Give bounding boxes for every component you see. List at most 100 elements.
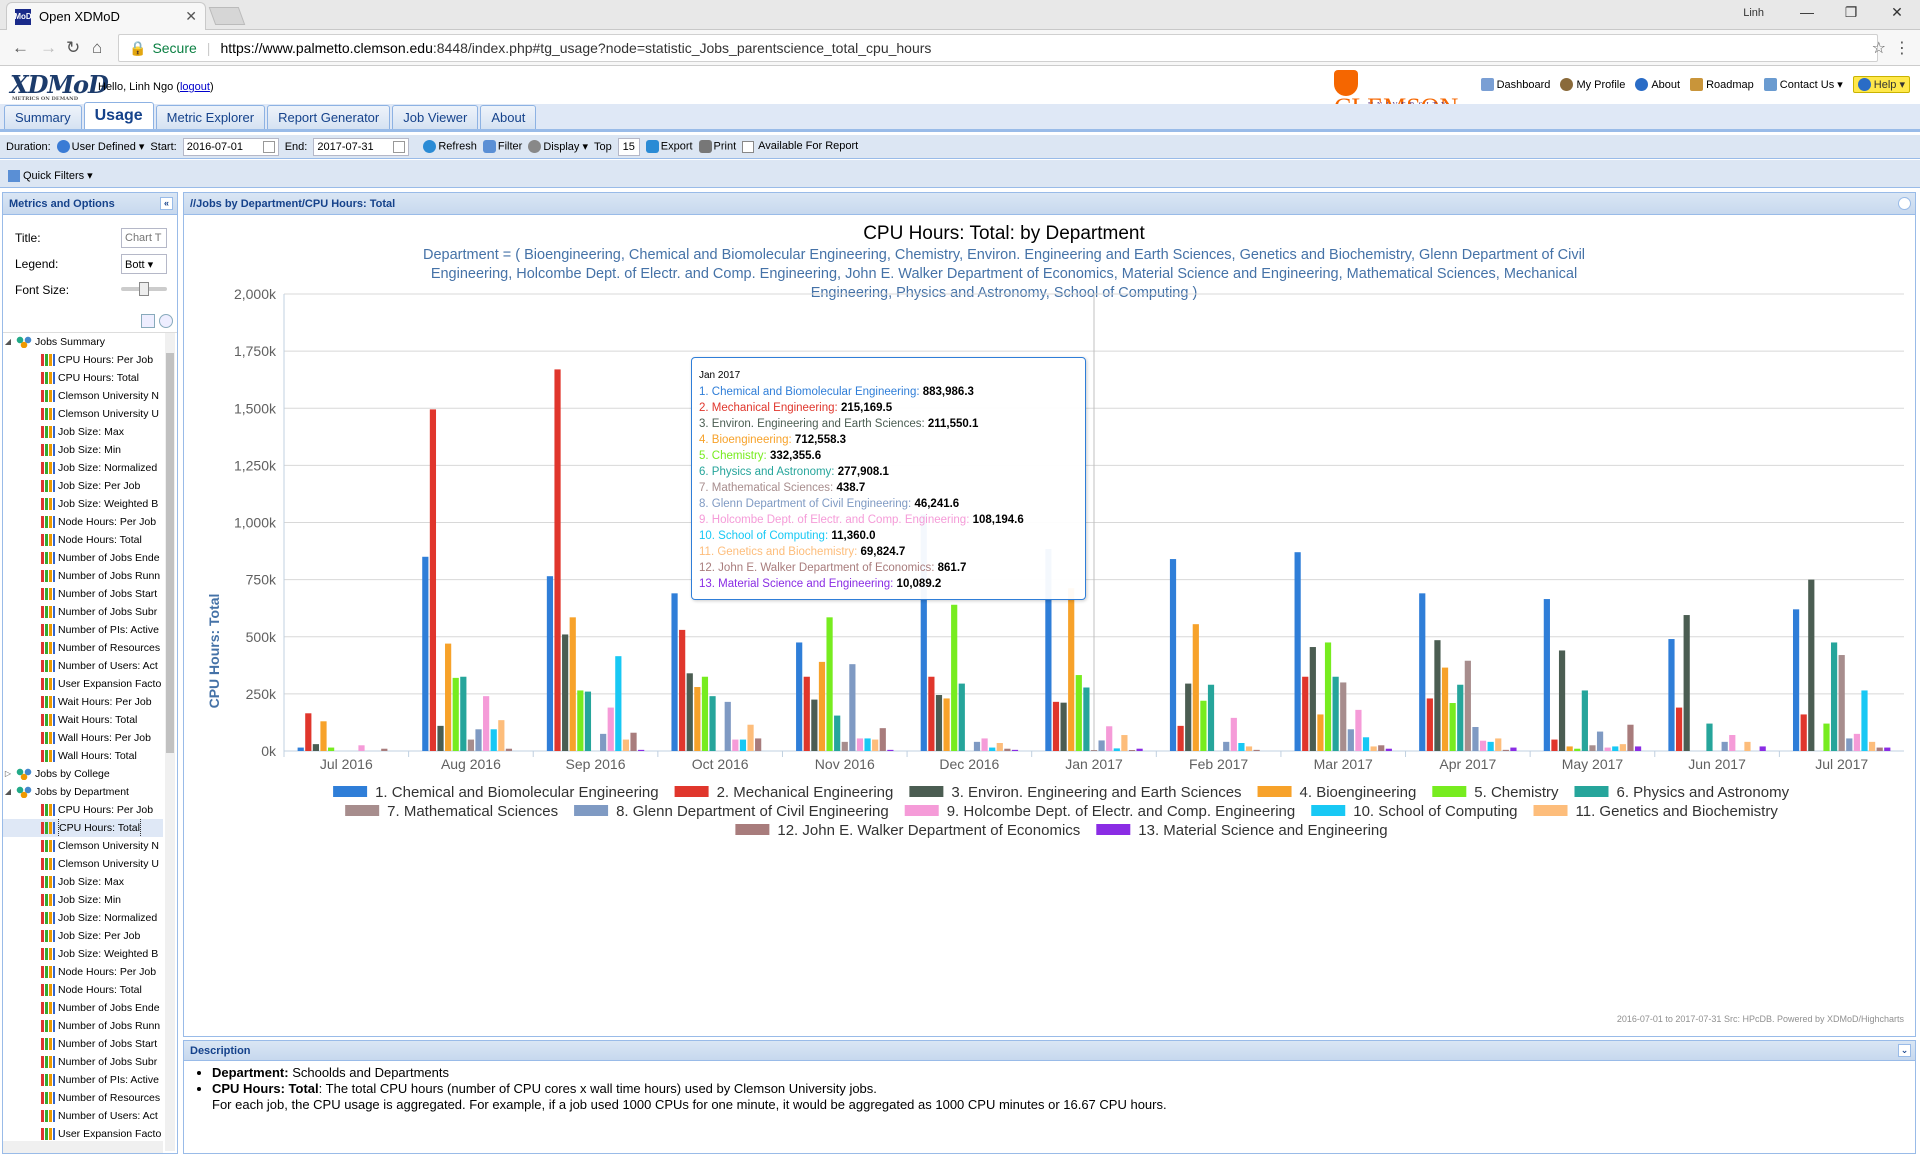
bar[interactable]	[1385, 748, 1392, 751]
bar[interactable]	[1619, 744, 1626, 751]
chart-title-input[interactable]	[121, 228, 167, 248]
bar[interactable]	[445, 643, 452, 751]
tree-item[interactable]: Number of Jobs Subr	[3, 1053, 163, 1071]
bar[interactable]	[1823, 723, 1830, 751]
bar[interactable]	[328, 747, 335, 751]
bar[interactable]	[1347, 729, 1354, 751]
bar[interactable]	[1574, 748, 1581, 751]
bar[interactable]	[1838, 655, 1845, 751]
bar[interactable]	[1668, 639, 1675, 751]
expand-icon[interactable]: ◢	[4, 787, 12, 796]
bar[interactable]	[622, 739, 630, 751]
bar[interactable]	[1510, 747, 1517, 751]
tree-item[interactable]: Job Size: Per Job	[3, 927, 163, 945]
bar[interactable]	[996, 743, 1003, 751]
bar[interactable]	[1004, 748, 1011, 751]
bar[interactable]	[1634, 746, 1642, 751]
bar[interactable]	[297, 747, 304, 751]
legend-item[interactable]: 1. Chemical and Biomolecular Engineering	[333, 784, 659, 801]
bar[interactable]	[811, 699, 818, 751]
bar[interactable]	[1302, 676, 1309, 751]
bar[interactable]	[1370, 746, 1377, 751]
tree-item[interactable]: Number of PIs: Active	[3, 1071, 163, 1089]
bar[interactable]	[747, 724, 754, 751]
bar[interactable]	[973, 741, 981, 751]
bar[interactable]	[1426, 698, 1433, 751]
tree-item[interactable]: Node Hours: Per Job	[3, 963, 163, 981]
bar[interactable]	[1121, 735, 1128, 751]
tree-item[interactable]: CPU Hours: Per Job	[3, 351, 163, 369]
bar[interactable]	[1060, 702, 1067, 751]
bar[interactable]	[1721, 741, 1728, 751]
tree-item[interactable]: Number of Jobs Start	[3, 1035, 163, 1053]
tree-hscrollbar[interactable]	[3, 1141, 163, 1153]
minimize-icon[interactable]: —	[1800, 4, 1814, 20]
legend-item[interactable]: 11. Genetics and Biochemistry	[1533, 803, 1779, 820]
bar[interactable]	[467, 739, 475, 751]
bar[interactable]	[1207, 684, 1215, 751]
bar[interactable]	[483, 696, 490, 751]
legend-item[interactable]: 8. Glenn Department of Civil Engineering	[574, 803, 889, 820]
bar[interactable]	[1332, 676, 1339, 751]
bar[interactable]	[584, 691, 592, 751]
start-date-field[interactable]: 2016-07-01	[182, 137, 279, 156]
bar[interactable]	[1068, 588, 1075, 751]
bar[interactable]	[709, 696, 716, 751]
bar[interactable]	[1362, 737, 1370, 751]
bar[interactable]	[1223, 741, 1230, 751]
bar[interactable]	[1675, 707, 1683, 751]
tree-item[interactable]: Node Hours: Per Job	[3, 513, 163, 531]
scroll-thumb[interactable]	[166, 353, 174, 753]
bookmark-star-icon[interactable]: ☆	[1871, 40, 1886, 57]
bar[interactable]	[701, 676, 709, 751]
bar[interactable]	[1808, 579, 1815, 751]
bar[interactable]	[1558, 650, 1566, 751]
bar[interactable]	[1441, 667, 1449, 751]
chart-legend[interactable]: 1. Chemical and Biomolecular Engineering…	[333, 784, 1790, 839]
back-icon[interactable]: ←	[12, 38, 29, 57]
bar[interactable]	[1566, 746, 1573, 751]
bar[interactable]	[1589, 745, 1596, 751]
tree-group[interactable]: ▷ Jobs by College	[3, 765, 163, 783]
tree-item[interactable]: Clemson University N	[3, 837, 163, 855]
legend-item[interactable]: 13. Material Science and Engineering	[1096, 822, 1388, 839]
bar[interactable]	[1683, 615, 1690, 751]
bar[interactable]	[1495, 738, 1502, 751]
legend-item[interactable]: 7. Mathematical Sciences	[345, 803, 558, 820]
bar[interactable]	[615, 656, 622, 751]
window-close-icon[interactable]: ✕	[1891, 4, 1903, 20]
reload-icon[interactable]: ↻	[66, 38, 81, 57]
bar[interactable]	[1759, 746, 1766, 751]
tree-item[interactable]: Number of Jobs Subr	[3, 603, 163, 621]
tree-item[interactable]: Job Size: Per Job	[3, 477, 163, 495]
bar[interactable]	[1472, 727, 1479, 751]
bar[interactable]	[887, 749, 894, 751]
bar[interactable]	[1876, 747, 1883, 751]
tree-item[interactable]: Number of Resources	[3, 639, 163, 657]
tree-scrollbar[interactable]	[165, 333, 175, 1151]
bar[interactable]	[1861, 690, 1868, 751]
roadmap-link[interactable]: Roadmap	[1690, 78, 1754, 91]
bar[interactable]	[1011, 749, 1019, 751]
bar[interactable]	[452, 677, 459, 751]
tree-item[interactable]: Wall Hours: Per Job	[3, 729, 163, 747]
expand-icon[interactable]: ▷	[4, 769, 12, 778]
tree-item[interactable]: Clemson University U	[3, 855, 163, 873]
display-menu[interactable]: Display ▾	[528, 140, 588, 154]
tree-item[interactable]: Node Hours: Total	[3, 531, 163, 549]
collapse-down-icon[interactable]: ⌄	[1898, 1044, 1911, 1057]
bar[interactable]	[429, 409, 437, 751]
legend-item[interactable]: 6. Physics and Astronomy	[1574, 784, 1790, 801]
bar[interactable]	[1075, 675, 1082, 751]
bar[interactable]	[879, 728, 886, 751]
tree-group[interactable]: ◢ Jobs by Department	[3, 783, 163, 801]
bar[interactable]	[1419, 593, 1426, 751]
tree-item[interactable]: Number of Users: Act	[3, 657, 163, 675]
bar[interactable]	[1449, 703, 1456, 751]
tree-item[interactable]: Wait Hours: Total	[3, 711, 163, 729]
bar[interactable]	[1884, 747, 1891, 751]
tree-item[interactable]: Job Size: Weighted B	[3, 495, 163, 513]
tab-job-viewer[interactable]: Job Viewer	[392, 105, 479, 129]
bar[interactable]	[989, 747, 996, 751]
bar[interactable]	[1113, 748, 1120, 751]
